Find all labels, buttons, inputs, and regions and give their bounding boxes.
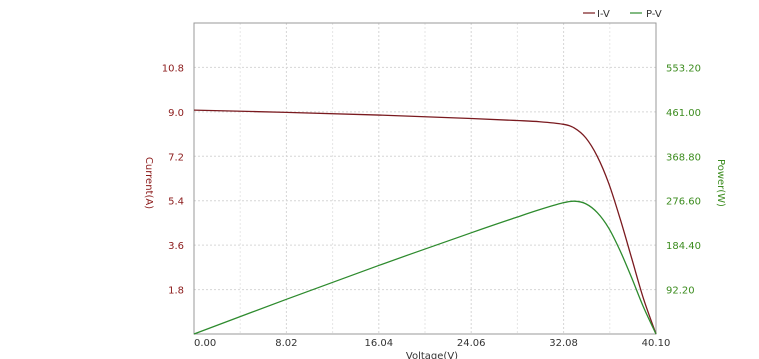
- x-tick-label: 16.04: [364, 338, 393, 349]
- y-tick-label: 1.8: [168, 286, 184, 297]
- y-tick-label: 9.0: [168, 108, 184, 119]
- plot-area-frame: [193, 22, 657, 335]
- y2-tick-label: 368.80: [666, 152, 701, 163]
- x-axis-label: Voltage(V): [406, 351, 458, 359]
- y2-tick-label: 184.40: [666, 241, 701, 252]
- x-tick-label: 40.10: [642, 338, 671, 349]
- x-tick-label: 0.00: [194, 338, 216, 349]
- tick-labels: 0.00 8.02 16.04 24.06 32.08 40.10 1.8 3.6 5.4 7.2…: [162, 63, 701, 349]
- series-line-pv: [193, 200, 657, 335]
- y2-tick-label: 92.20: [666, 286, 695, 297]
- y2-tick-label: 461.00: [666, 108, 701, 119]
- series-line-iv: [193, 109, 657, 335]
- y-tick-label: 10.8: [162, 63, 184, 74]
- y-axis-label-current: Current(A): [143, 157, 154, 209]
- y-axis-label-power: Power(W): [715, 159, 726, 207]
- chart-legend: I-V P-V: [583, 9, 662, 20]
- y-tick-label: 3.6: [168, 241, 184, 252]
- legend-label-pv: P-V: [646, 9, 662, 20]
- y2-tick-label: 553.20: [666, 63, 701, 74]
- x-tick-label: 32.08: [549, 338, 578, 349]
- legend-label-iv: I-V: [597, 9, 610, 20]
- x-tick-label: 24.06: [457, 338, 486, 349]
- y-tick-label: 5.4: [168, 197, 184, 208]
- series-layer: [193, 109, 657, 335]
- x-tick-label: 8.02: [275, 338, 297, 349]
- y2-tick-label: 276.60: [666, 197, 701, 208]
- y-tick-label: 7.2: [168, 152, 184, 163]
